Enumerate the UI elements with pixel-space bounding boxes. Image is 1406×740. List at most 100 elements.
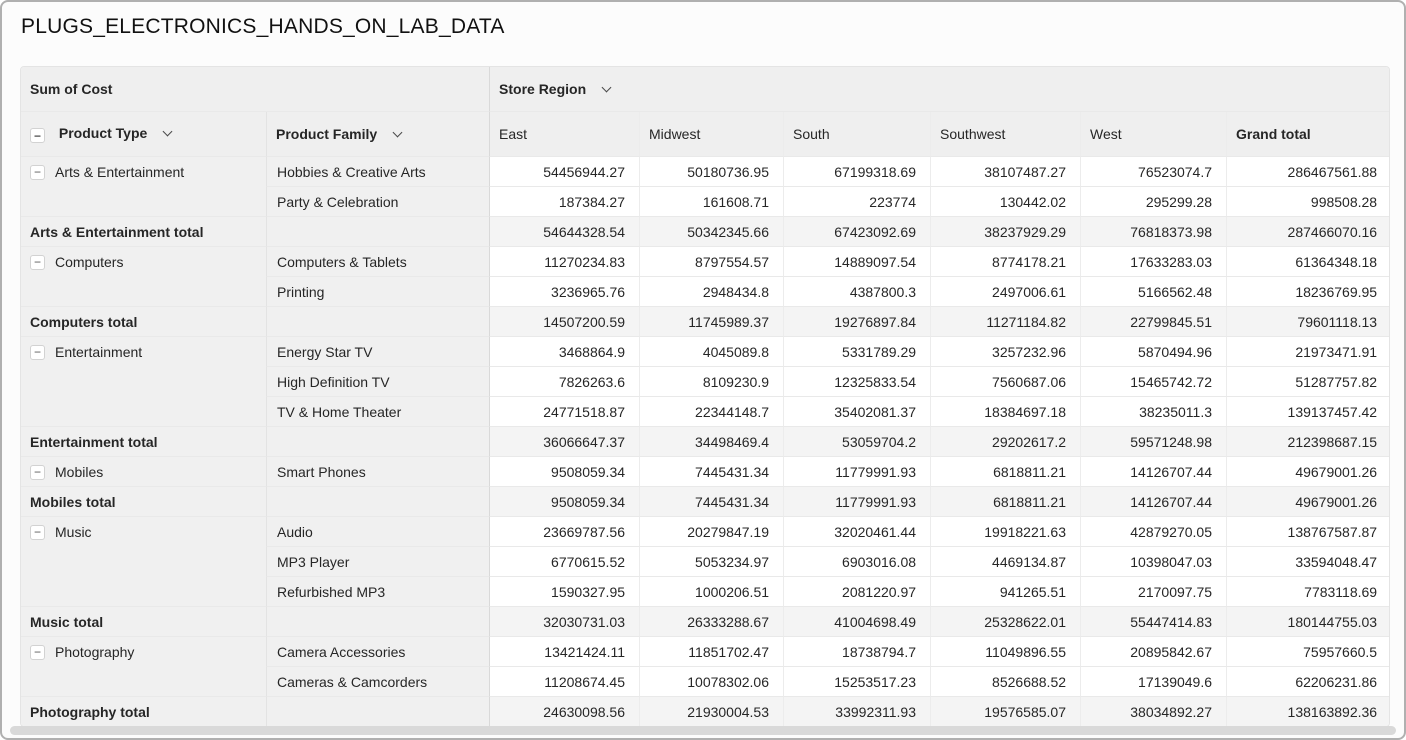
value-cell[interactable]: 3257232.96 — [930, 337, 1081, 367]
value-cell[interactable]: 6770615.52 — [489, 547, 640, 577]
value-cell[interactable]: 20279847.19 — [639, 517, 784, 547]
collapse-group-icon[interactable]: − — [30, 164, 45, 180]
column-header-east[interactable]: East — [489, 112, 640, 157]
value-cell[interactable]: 2170097.75 — [1080, 577, 1227, 607]
row-family-cell[interactable]: MP3 Player — [266, 547, 490, 577]
value-cell[interactable]: 1590327.95 — [489, 577, 640, 607]
total-value-cell[interactable]: 11745989.37 — [639, 307, 784, 337]
value-cell[interactable]: 11851702.47 — [639, 637, 784, 667]
value-cell[interactable]: 76523074.7 — [1080, 157, 1227, 187]
value-cell[interactable]: 6818811.21 — [930, 457, 1081, 487]
group-total-label[interactable]: Entertainment total — [21, 427, 266, 457]
value-cell[interactable]: 139137457.42 — [1226, 397, 1389, 427]
total-value-cell[interactable]: 11271184.82 — [930, 307, 1081, 337]
total-value-cell[interactable]: 21930004.53 — [639, 697, 784, 726]
total-value-cell[interactable]: 180144755.03 — [1226, 607, 1389, 637]
value-cell[interactable]: 18384697.18 — [930, 397, 1081, 427]
value-cell[interactable]: 11270234.83 — [489, 247, 640, 277]
value-cell[interactable]: 17633283.03 — [1080, 247, 1227, 277]
total-value-cell[interactable]: 67423092.69 — [783, 217, 931, 247]
row-family-cell[interactable]: Refurbished MP3 — [266, 577, 490, 607]
value-cell[interactable]: 4045089.8 — [639, 337, 784, 367]
total-value-cell[interactable]: 36066647.37 — [489, 427, 640, 457]
value-cell[interactable]: 33594048.47 — [1226, 547, 1389, 577]
total-value-cell[interactable]: 32030731.03 — [489, 607, 640, 637]
row-family-cell[interactable]: Cameras & Camcorders — [266, 667, 490, 697]
value-cell[interactable]: 49679001.26 — [1226, 457, 1389, 487]
row-family-cell[interactable]: High Definition TV — [266, 367, 490, 397]
row-group-cell[interactable]: − Entertainment — [21, 337, 266, 427]
value-cell[interactable]: 75957660.5 — [1226, 637, 1389, 667]
total-value-cell[interactable]: 33992311.93 — [783, 697, 931, 726]
value-cell[interactable]: 50180736.95 — [639, 157, 784, 187]
collapse-group-icon[interactable]: − — [30, 464, 45, 480]
value-cell[interactable]: 24771518.87 — [489, 397, 640, 427]
row-family-cell[interactable]: Energy Star TV — [266, 337, 490, 367]
row-family-cell[interactable]: TV & Home Theater — [266, 397, 490, 427]
value-cell[interactable]: 14126707.44 — [1080, 457, 1227, 487]
row-family-cell[interactable]: Party & Celebration — [266, 187, 490, 217]
total-value-cell[interactable]: 41004698.49 — [783, 607, 931, 637]
total-value-cell[interactable]: 38237929.29 — [930, 217, 1081, 247]
value-cell[interactable]: 67199318.69 — [783, 157, 931, 187]
value-cell[interactable]: 38107487.27 — [930, 157, 1081, 187]
value-cell[interactable]: 295299.28 — [1080, 187, 1227, 217]
product-family-header[interactable]: Product Family — [266, 112, 490, 157]
total-value-cell[interactable]: 138163892.36 — [1226, 697, 1389, 726]
total-value-cell[interactable]: 14126707.44 — [1080, 487, 1227, 517]
value-cell[interactable]: 15253517.23 — [783, 667, 931, 697]
value-cell[interactable]: 18236769.95 — [1226, 277, 1389, 307]
value-cell[interactable]: 4387800.3 — [783, 277, 931, 307]
value-cell[interactable]: 8774178.21 — [930, 247, 1081, 277]
row-group-cell[interactable]: − Mobiles — [21, 457, 266, 487]
value-cell[interactable]: 941265.51 — [930, 577, 1081, 607]
value-cell[interactable]: 11779991.93 — [783, 457, 931, 487]
value-cell[interactable]: 8109230.9 — [639, 367, 784, 397]
total-value-cell[interactable]: 19576585.07 — [930, 697, 1081, 726]
total-value-cell[interactable]: 55447414.83 — [1080, 607, 1227, 637]
value-cell[interactable]: 11049896.55 — [930, 637, 1081, 667]
value-cell[interactable]: 51287757.82 — [1226, 367, 1389, 397]
value-cell[interactable]: 8797554.57 — [639, 247, 784, 277]
row-family-cell[interactable]: Smart Phones — [266, 457, 490, 487]
value-cell[interactable]: 10398047.03 — [1080, 547, 1227, 577]
value-cell[interactable]: 12325833.54 — [783, 367, 931, 397]
row-group-cell[interactable]: − Computers — [21, 247, 266, 307]
row-family-cell[interactable]: Computers & Tablets — [266, 247, 490, 277]
horizontal-scrollbar[interactable] — [10, 726, 1396, 735]
column-header-southwest[interactable]: Southwest — [930, 112, 1081, 157]
value-cell[interactable]: 18738794.7 — [783, 637, 931, 667]
row-family-cell[interactable]: Camera Accessories — [266, 637, 490, 667]
value-cell[interactable]: 35402081.37 — [783, 397, 931, 427]
value-cell[interactable]: 9508059.34 — [489, 457, 640, 487]
value-cell[interactable]: 13421424.11 — [489, 637, 640, 667]
column-header-midwest[interactable]: Midwest — [639, 112, 784, 157]
column-header-south[interactable]: South — [783, 112, 931, 157]
value-cell[interactable]: 7445431.34 — [639, 457, 784, 487]
product-type-header[interactable]: − Product Type — [21, 112, 266, 157]
total-value-cell[interactable]: 79601118.13 — [1226, 307, 1389, 337]
total-value-cell[interactable]: 287466070.16 — [1226, 217, 1389, 247]
total-value-cell[interactable]: 29202617.2 — [930, 427, 1081, 457]
total-value-cell[interactable]: 7445431.34 — [639, 487, 784, 517]
row-group-cell[interactable]: − Music — [21, 517, 266, 607]
group-total-label[interactable]: Photography total — [21, 697, 266, 726]
value-cell[interactable]: 6903016.08 — [783, 547, 931, 577]
value-cell[interactable]: 286467561.88 — [1226, 157, 1389, 187]
value-cell[interactable]: 5331789.29 — [783, 337, 931, 367]
total-value-cell[interactable]: 19276897.84 — [783, 307, 931, 337]
collapse-group-icon[interactable]: − — [30, 644, 45, 660]
total-value-cell[interactable]: 212398687.15 — [1226, 427, 1389, 457]
value-cell[interactable]: 223774 — [783, 187, 931, 217]
total-value-cell[interactable]: 6818811.21 — [930, 487, 1081, 517]
value-cell[interactable]: 4469134.87 — [930, 547, 1081, 577]
total-value-cell[interactable]: 24630098.56 — [489, 697, 640, 726]
value-cell[interactable]: 21973471.91 — [1226, 337, 1389, 367]
value-cell[interactable]: 138767587.87 — [1226, 517, 1389, 547]
group-total-label[interactable]: Arts & Entertainment total — [21, 217, 266, 247]
value-cell[interactable]: 130442.02 — [930, 187, 1081, 217]
total-value-cell[interactable]: 38034892.27 — [1080, 697, 1227, 726]
total-value-cell[interactable]: 25328622.01 — [930, 607, 1081, 637]
total-value-cell[interactable]: 26333288.67 — [639, 607, 784, 637]
row-group-cell[interactable]: − Photography — [21, 637, 266, 697]
